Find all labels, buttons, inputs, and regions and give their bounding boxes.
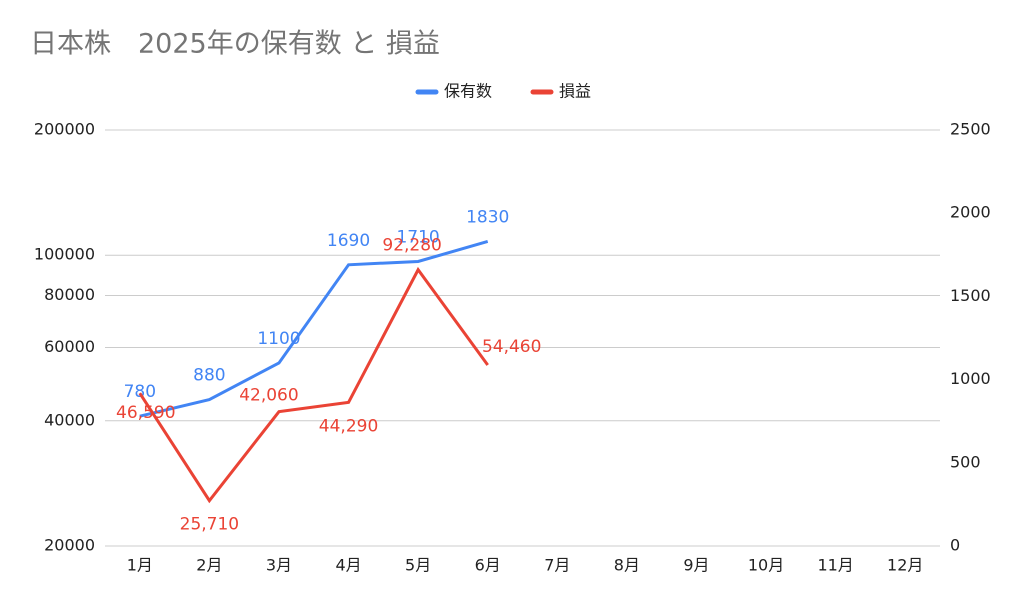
x-tick-label: 11月: [817, 556, 853, 575]
data-label: 880: [193, 366, 225, 386]
y2-tick-label: 2000: [950, 203, 991, 222]
x-tick-label: 7月: [544, 556, 570, 575]
data-label: 780: [124, 382, 156, 402]
data-label: 44,290: [319, 416, 378, 436]
x-tick-label: 5月: [405, 556, 431, 575]
data-label: 92,280: [382, 236, 441, 256]
data-label: 42,060: [239, 386, 298, 406]
x-tick-label: 3月: [266, 556, 292, 575]
x-tick-label: 1月: [127, 556, 153, 575]
x-tick-label: 8月: [614, 556, 640, 575]
y-tick-label: 80000: [44, 285, 95, 304]
x-tick-label: 2月: [196, 556, 222, 575]
data-label: 25,710: [180, 515, 239, 535]
legend-label: 損益: [559, 82, 591, 101]
x-tick-label: 10月: [748, 556, 784, 575]
y2-tick-label: 1500: [950, 286, 991, 305]
data-label: 1830: [466, 207, 509, 227]
y2-tick-label: 0: [950, 536, 960, 555]
data-label: 46,590: [116, 403, 175, 423]
series-line: [138, 266, 489, 504]
x-tick-label: 12月: [887, 556, 923, 575]
y-tick-label: 200000: [34, 120, 95, 139]
data-label: 1690: [327, 231, 370, 251]
y-tick-label: 20000: [44, 536, 95, 555]
y2-tick-label: 1000: [950, 369, 991, 388]
x-tick-label: 4月: [335, 556, 361, 575]
legend-label: 保有数: [444, 82, 492, 101]
y-tick-label: 60000: [44, 337, 95, 356]
x-tick-label: 6月: [475, 556, 501, 575]
y-tick-label: 100000: [34, 245, 95, 264]
data-label: 54,460: [482, 337, 541, 357]
data-label: 1710: [396, 227, 439, 247]
y2-tick-label: 500: [950, 452, 981, 471]
series-line: [139, 240, 489, 418]
x-tick-label: 9月: [683, 556, 709, 575]
chart-title: 日本株 2025年の保有数 と 損益: [30, 29, 440, 60]
y2-tick-label: 2500: [950, 120, 991, 139]
data-label: 1100: [257, 329, 300, 349]
y-tick-label: 40000: [44, 410, 95, 429]
